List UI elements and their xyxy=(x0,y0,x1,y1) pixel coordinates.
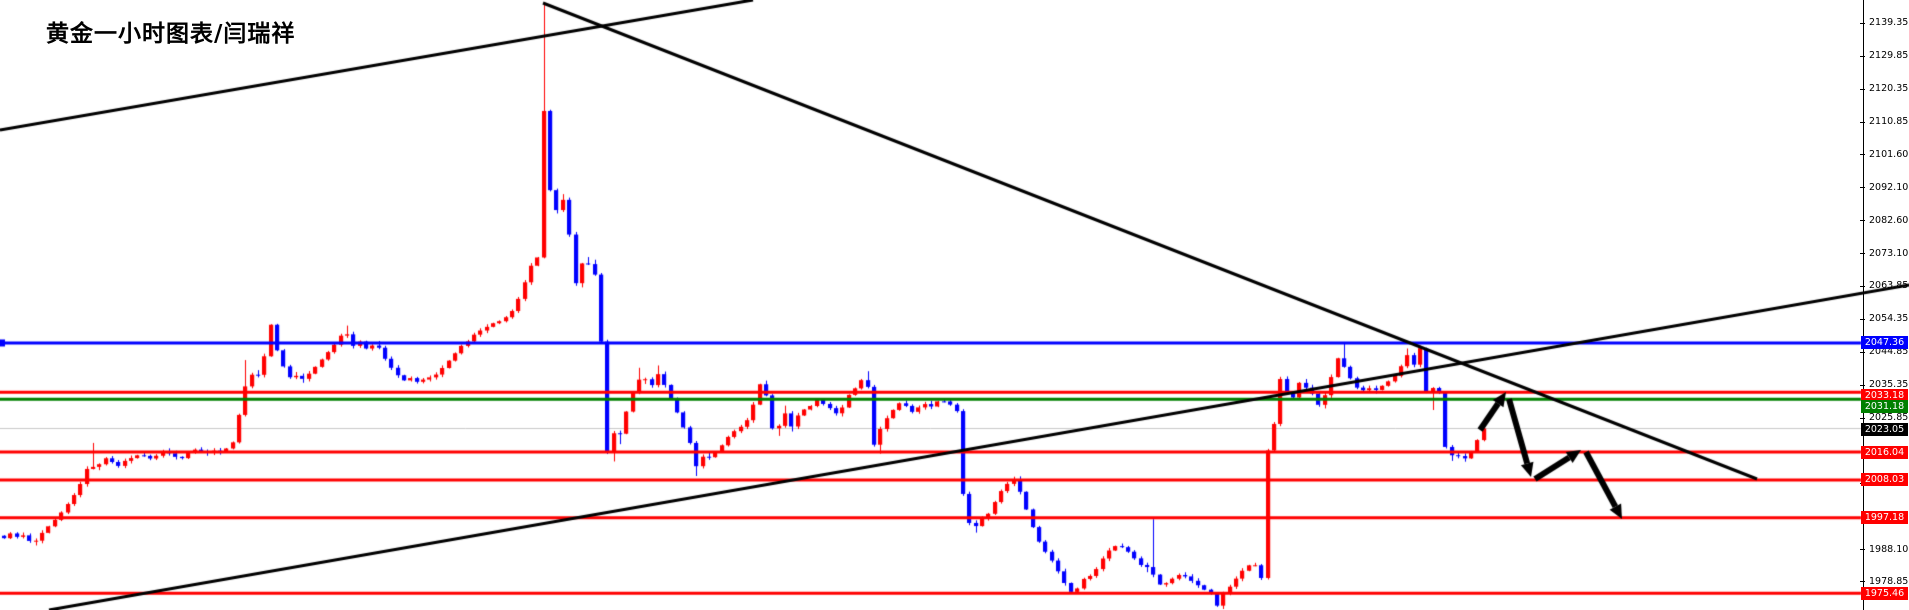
price-level-label[interactable]: 2047.36 xyxy=(1861,336,1908,350)
price-level-label[interactable]: 2023.05 xyxy=(1861,422,1908,436)
price-tick-label: 1988.10 xyxy=(1869,543,1909,555)
chart-title: 黄金一小时图表/闫瑞祥 xyxy=(46,21,296,47)
price-tick-label: 2035.35 xyxy=(1869,379,1909,391)
price-level-label[interactable]: 1975.46 xyxy=(1861,586,1908,600)
price-tick xyxy=(1860,352,1865,353)
price-tick xyxy=(1860,220,1865,221)
price-tick-label: 2120.35 xyxy=(1869,83,1909,95)
price-tick xyxy=(1860,286,1865,287)
price-tick-label: 2092.10 xyxy=(1869,181,1909,193)
price-level-label[interactable]: 2016.04 xyxy=(1861,445,1908,459)
price-tick xyxy=(1860,56,1865,57)
price-tick-label: 2025.85 xyxy=(1869,412,1909,424)
price-tick xyxy=(1860,549,1865,550)
price-tick-label: 2139.35 xyxy=(1869,17,1909,29)
price-level-label[interactable]: 2033.18 xyxy=(1861,388,1908,402)
price-tick xyxy=(1860,319,1865,320)
price-tick xyxy=(1860,154,1865,155)
price-level-label[interactable]: 2031.18 xyxy=(1861,400,1908,414)
price-tick xyxy=(1860,89,1865,90)
price-tick-label: 2044.85 xyxy=(1869,346,1909,358)
price-tick xyxy=(1860,385,1865,386)
price-tick-label: 2063.85 xyxy=(1869,280,1909,292)
price-tick xyxy=(1860,581,1865,582)
price-tick xyxy=(1860,253,1865,254)
price-level-label[interactable]: 1997.18 xyxy=(1861,511,1908,525)
price-level-label[interactable]: 2008.03 xyxy=(1861,473,1908,487)
price-tick-label: 2073.10 xyxy=(1869,247,1909,259)
price-tick-label: 2054.35 xyxy=(1869,313,1909,325)
price-tick xyxy=(1860,418,1865,419)
price-tick-label: 2129.85 xyxy=(1869,50,1909,62)
price-tick-label: 2101.60 xyxy=(1869,148,1909,160)
price-tick xyxy=(1860,187,1865,188)
price-tick xyxy=(1860,122,1865,123)
price-tick-label: 2082.60 xyxy=(1869,214,1909,226)
price-tick xyxy=(1860,23,1865,24)
price-tick-label: 1978.85 xyxy=(1869,575,1909,587)
price-tick-label: 2110.85 xyxy=(1869,116,1909,128)
price-axis-line xyxy=(1863,0,1864,610)
